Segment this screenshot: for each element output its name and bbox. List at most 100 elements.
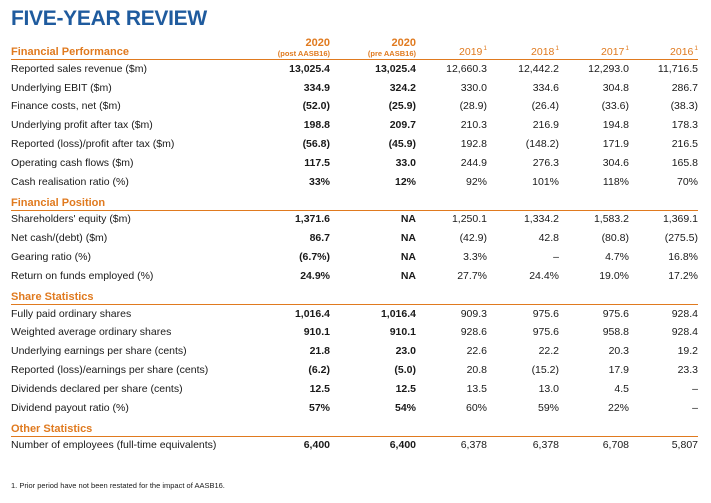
table-cell: (275.5) [664,232,698,245]
table-row: Cash realisation ratio (%) 33% 12% 92% 101% 1… [11,172,698,191]
table-cell: 244.9 [460,156,487,169]
table-cell: 6,400 [303,439,330,452]
table-cell: 192.8 [460,138,487,151]
table-cell: 975.6 [602,307,629,320]
table-cell: 276.3 [532,156,559,169]
table-cell: 42.8 [538,232,559,245]
table-row: Dividend payout ratio (%) 57% 54% 60% 59% 22%… [11,398,698,417]
table-cell: (25.9) [388,100,416,113]
table-cell: 33% [308,175,330,188]
row-label: Reported (loss)/profit after tax ($m) [11,138,175,151]
table-cell: 13,025.4 [375,62,416,75]
table-cell: (6.2) [308,364,330,377]
row-label: Shareholders' equity ($m) [11,213,131,226]
table-cell: (45.9) [388,138,416,151]
table-cell: 59% [537,401,559,414]
section-heading: Financial Position [11,191,698,211]
table-cell: 304.6 [602,156,629,169]
section-heading-row: Financial Position [11,191,698,211]
table-cell: 910.1 [389,326,416,339]
table-cell: 216.9 [532,119,559,132]
table-cell: 928.4 [671,307,698,320]
table-cell: 178.3 [671,119,698,132]
table-cell: 20.3 [608,345,629,358]
table-cell: 1,334.2 [523,213,559,226]
table-cell: 4.7% [605,251,629,264]
table-row: Dividends declared per share (cents) 12.5… [11,379,698,398]
table-cell: 24.9% [300,269,330,282]
table-body: Reported sales revenue ($m) 13,025.4 13,02… [11,60,698,455]
table-cell: (42.9) [459,232,487,245]
table-cell: 86.7 [309,232,330,245]
table-row: Underlying earnings per share (cents) 21.… [11,342,698,361]
table-cell: 17.2% [668,269,698,282]
table-cell: 1,371.6 [294,213,330,226]
table-cell: (26.4) [531,100,559,113]
table-cell: (33.6) [601,100,629,113]
table-cell: 1,016.4 [380,307,416,320]
table-cell: 13.5 [466,382,487,395]
table-cell: 12,442.2 [518,62,559,75]
footnote-marker: 1 [694,45,698,52]
section-heading: Share Statistics [11,285,698,305]
table-cell: 324.2 [389,81,416,94]
table-cell: 304.8 [602,81,629,94]
section-heading-row: Share Statistics [11,285,698,305]
row-label: Cash realisation ratio (%) [11,175,129,188]
column-year: 2018 [531,46,555,58]
column-year: 2016 [670,46,694,58]
row-label: Dividend payout ratio (%) [11,401,129,414]
table-cell: 909.3 [460,307,487,320]
table-cell: 171.9 [602,138,629,151]
footnote-marker: 1 [625,45,629,52]
column-year: 2019 [459,46,483,58]
row-label: Underlying EBIT ($m) [11,81,112,94]
column-header-2019: 20191 [416,34,487,60]
table-cell: 1,583.2 [593,213,629,226]
table-row: Reported (loss)/profit after tax ($m) (56… [11,135,698,154]
table-cell: 1,016.4 [294,307,330,320]
table-row: Reported (loss)/earnings per share (cent… [11,361,698,380]
table-cell: NA [400,251,416,264]
column-header-2016: 20161 [629,34,698,60]
column-header-2020-pre: 2020 (pre AASB16) [330,34,416,60]
table-cell: 13,025.4 [289,62,330,75]
footnote-marker: 1 [483,45,487,52]
table-cell: 209.7 [389,119,416,132]
table-cell: (56.8) [302,138,330,151]
table-cell: 22.6 [466,345,487,358]
row-label: Underlying profit after tax ($m) [11,119,153,132]
table-row: Number of employees (full-time equivalen… [11,436,698,455]
table-cell: 3.3% [463,251,487,264]
table-cell: (38.3) [670,100,698,113]
table-cell: 21.8 [309,345,330,358]
table-cell: 5,807 [671,439,698,452]
table-cell: (148.2) [525,138,559,151]
table-cell: NA [400,232,416,245]
table-cell: 6,708 [602,439,629,452]
row-label: Number of employees (full-time equivalen… [11,439,217,452]
table-cell: 23.3 [677,364,698,377]
table-cell: 928.6 [460,326,487,339]
table-cell: NA [400,213,416,226]
section-heading: Other Statistics [11,417,698,437]
footnote-marker: 1 [555,45,559,52]
table-cell: 198.8 [303,119,330,132]
table-cell: 101% [532,175,559,188]
table-cell: 330.0 [460,81,487,94]
table-cell: 6,378 [460,439,487,452]
table-cell: 19.2 [677,345,698,358]
table-cell: 19.0% [599,269,629,282]
row-label: Gearing ratio (%) [11,251,91,264]
table-cell: 33.0 [395,156,416,169]
table-cell: 13.0 [538,382,559,395]
table-cell: 6,378 [532,439,559,452]
table-cell: 1,250.1 [451,213,487,226]
row-label: Underlying earnings per share (cents) [11,345,187,358]
column-header-2020-post: 2020 (post AASB16) [245,34,330,60]
table-cell: – [692,382,698,395]
table-cell: 22.2 [538,345,559,358]
table-cell: 286.7 [671,81,698,94]
table-row: Return on funds employed (%) 24.9% NA 27.7%… [11,266,698,285]
table-cell: 928.4 [671,326,698,339]
